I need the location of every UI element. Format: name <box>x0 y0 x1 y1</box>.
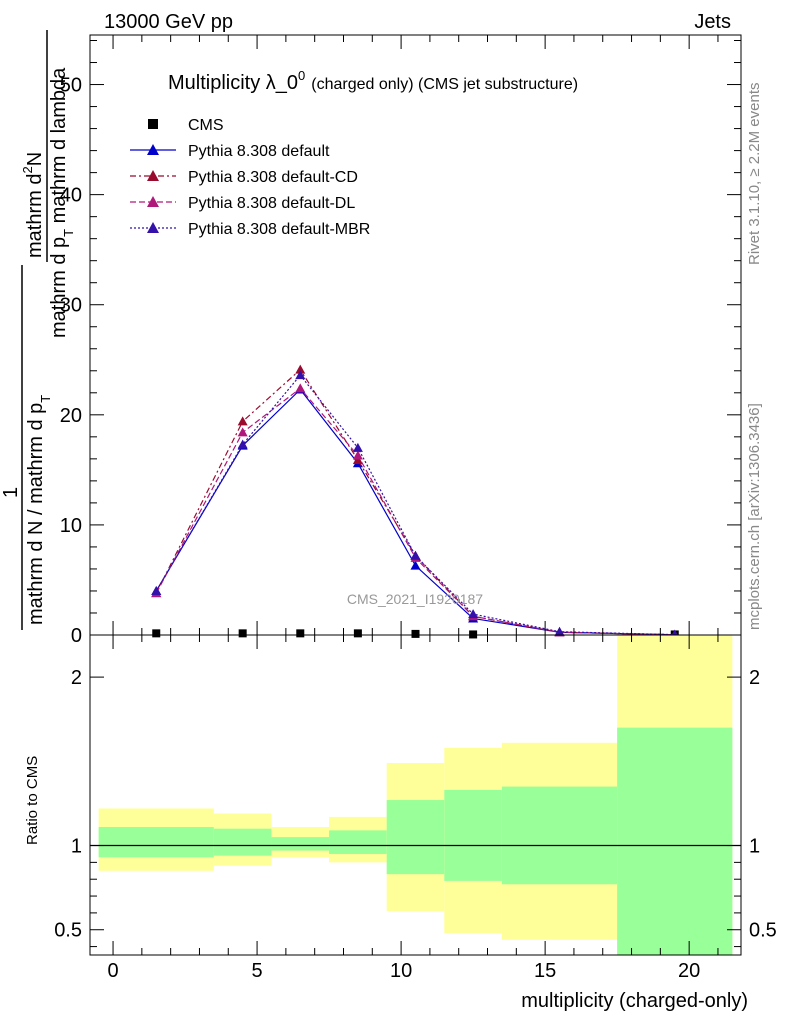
legend-entry: CMS <box>148 117 224 134</box>
mcplots-label: mcplots.cern.ch [arXiv:1306.3436] <box>746 403 763 630</box>
ratio-y-tick-label: 1 <box>71 836 82 858</box>
y-tick-label: 20 <box>60 405 82 427</box>
data-point-mc <box>295 383 306 393</box>
legend-marker <box>147 196 159 207</box>
legend-label: Pythia 8.308 default-MBR <box>188 221 370 238</box>
ratio-data-layer <box>90 635 741 955</box>
plot-title-main: Multiplicity λ_0 <box>168 72 298 94</box>
legend-entry: Pythia 8.308 default-CD <box>130 169 358 186</box>
ratio-axes: 0 5 10 15 20 0.5 0.5 1 1 2 2 <box>54 635 777 982</box>
y-label-prefix-den: mathrm d N / mathrm d pT <box>25 395 53 625</box>
analysis-watermark: CMS_2021_I1920187 <box>347 591 483 607</box>
data-point-mc <box>237 416 248 426</box>
plot-title: Multiplicity λ_00 (charged only) (CMS jet… <box>168 68 578 94</box>
ratio-band-green <box>501 786 618 885</box>
data-point-cms <box>152 629 161 638</box>
header-left: 13000 GeV pp <box>104 11 233 33</box>
x-tick-label: 15 <box>534 960 556 982</box>
ratio-plot: 0 5 10 15 20 0.5 0.5 1 1 2 2 Ratio to CMS multipli… <box>24 634 777 1012</box>
ratio-y-tick-label-right: 1 <box>749 836 760 858</box>
x-tick-label: 0 <box>107 960 118 982</box>
legend-label: Pythia 8.308 default-CD <box>188 169 358 186</box>
main-axes: 0 10 20 30 40 50 <box>60 35 741 647</box>
data-point-mc <box>151 585 162 595</box>
ratio-y-tick-label-right: 2 <box>749 667 760 689</box>
data-point-cms <box>411 629 420 638</box>
data-point-mc <box>468 609 479 619</box>
legend-entry: Pythia 8.308 default-DL <box>130 195 355 212</box>
x-tick-label: 20 <box>678 960 700 982</box>
ratio-band-green <box>329 830 387 854</box>
ratio-band-green <box>444 789 502 881</box>
legend-entry: Pythia 8.308 default <box>130 143 330 160</box>
ratio-band-green <box>271 837 330 851</box>
legend-marker <box>148 119 158 129</box>
data-point-mc <box>554 626 565 636</box>
data-point-mc <box>237 439 248 449</box>
plot-title-suffix: (charged only) (CMS jet substructure) <box>311 76 578 93</box>
y-label-prefix-num: 1 <box>0 487 22 498</box>
ratio-y-tick-label: 0.5 <box>54 920 82 942</box>
ratio-y-label: Ratio to CMS <box>24 756 41 845</box>
legend: CMS Pythia 8.308 default Pythia 8.308 defa… <box>130 117 370 238</box>
ratio-y-tick-label: 2 <box>71 667 82 689</box>
ratio-y-tick-label-right: 0.5 <box>749 920 777 942</box>
data-point-mc <box>295 370 306 380</box>
data-point-mc <box>295 364 306 374</box>
ratio-band-green <box>617 727 733 955</box>
ratio-band-green <box>386 800 445 875</box>
legend-label: Pythia 8.308 default <box>188 143 330 160</box>
ratio-band-green <box>98 827 214 858</box>
data-point-mc <box>352 450 363 460</box>
legend-entry: Pythia 8.308 default-MBR <box>130 221 370 238</box>
y-tick-label: 10 <box>60 515 82 537</box>
rivet-label: Rivet 3.1.10, ≥ 2.2M events <box>746 83 763 266</box>
x-tick-label: 10 <box>390 960 412 982</box>
data-point-cms <box>238 629 247 638</box>
series-line <box>155 374 675 636</box>
data-point-cms <box>469 630 478 639</box>
y-label-den: mathrm d pT mathrm d lambda <box>48 67 76 338</box>
header-right: Jets <box>694 11 731 33</box>
legend-label: CMS <box>188 117 224 134</box>
x-axis-label: multiplicity (charged-only) <box>521 990 748 1012</box>
y-tick-label: 0 <box>71 625 82 647</box>
data-point-mc <box>237 427 248 437</box>
ratio-frame <box>89 634 742 956</box>
legend-marker <box>147 144 159 155</box>
x-tick-label: 5 <box>252 960 263 982</box>
ratio-band-green <box>213 828 272 856</box>
data-point-mc <box>410 560 421 570</box>
data-point-mc <box>352 442 363 452</box>
y-label-num: mathrm d2N <box>20 152 46 258</box>
data-point-cms <box>353 629 362 638</box>
plot-title-sup: 0 <box>298 68 305 83</box>
y-tick-label: 30 <box>60 295 82 317</box>
legend-marker <box>147 222 159 233</box>
data-point-cms <box>296 629 305 638</box>
y-axis-label: mathrm d2N mathrm d pT mathrm d lambda 1… <box>0 30 76 630</box>
y-tick-label: 40 <box>60 185 82 207</box>
data-point-mc <box>410 550 421 560</box>
y-tick-label: 50 <box>60 75 82 97</box>
legend-label: Pythia 8.308 default-DL <box>188 195 355 212</box>
legend-marker <box>147 170 159 181</box>
